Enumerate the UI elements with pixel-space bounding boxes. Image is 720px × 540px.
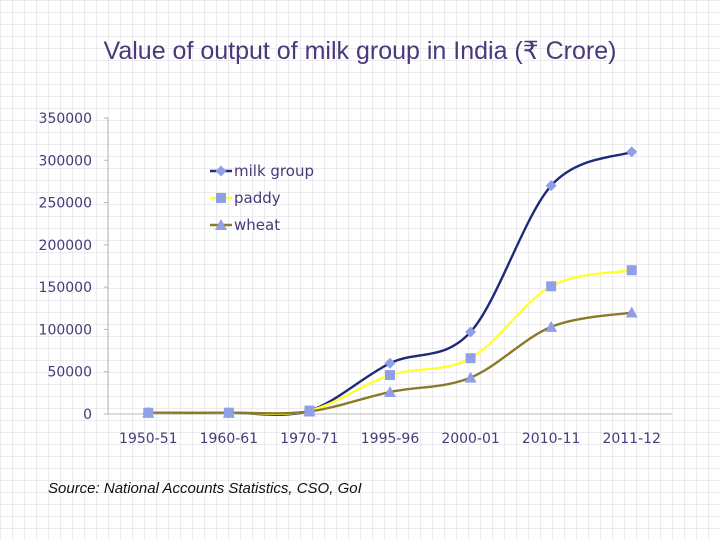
legend-item: milk group bbox=[210, 162, 314, 180]
data-point bbox=[625, 306, 638, 318]
y-tick-label: 0 bbox=[83, 407, 92, 423]
data-point bbox=[142, 406, 155, 418]
legend-marker bbox=[216, 193, 226, 203]
data-point bbox=[626, 146, 638, 158]
data-point bbox=[546, 281, 557, 292]
y-tick-label: 250000 bbox=[39, 196, 92, 212]
y-axis: 0 50000 100000 150000 200000 250000 300000 3500… bbox=[39, 111, 109, 423]
x-tick-label: 2011-12 bbox=[602, 431, 661, 447]
x-tick-label: 1970-71 bbox=[280, 431, 339, 447]
y-tick-label: 300000 bbox=[39, 153, 92, 169]
x-tick-label: 1960-61 bbox=[200, 431, 259, 447]
legend-marker bbox=[215, 165, 227, 177]
data-point bbox=[626, 265, 637, 276]
data-point bbox=[465, 353, 476, 364]
y-tick-label: 200000 bbox=[39, 238, 92, 254]
legend-label: milk group bbox=[234, 162, 314, 180]
data-point bbox=[384, 357, 396, 369]
legend-label: paddy bbox=[234, 189, 281, 207]
legend: milk group paddy wheat bbox=[210, 162, 314, 234]
x-tick-label: 2000-01 bbox=[441, 431, 500, 447]
y-tick-label: 350000 bbox=[39, 111, 92, 127]
legend-item: wheat bbox=[210, 216, 280, 234]
legend-label: wheat bbox=[234, 216, 280, 234]
slide-title: Value of output of milk group in India (… bbox=[103, 37, 617, 65]
data-point bbox=[465, 326, 477, 338]
data-point bbox=[545, 180, 557, 192]
legend-marker bbox=[215, 219, 227, 230]
x-axis: 1950-51 1960-61 1970-71 1995-96 2000-01 2010-… bbox=[108, 413, 672, 447]
data-point bbox=[545, 320, 558, 332]
data-point bbox=[303, 405, 316, 417]
data-point bbox=[222, 406, 235, 418]
x-tick-label: 1995-96 bbox=[361, 431, 420, 447]
y-tick-label: 100000 bbox=[39, 322, 92, 338]
data-point bbox=[464, 371, 477, 383]
x-tick-label: 2010-11 bbox=[522, 431, 581, 447]
data-point bbox=[385, 370, 395, 381]
x-tick-label: 1950-51 bbox=[119, 431, 178, 447]
y-tick-label: 50000 bbox=[47, 365, 92, 381]
data-point bbox=[384, 386, 396, 398]
series-layer bbox=[142, 146, 638, 419]
y-tick-label: 150000 bbox=[39, 280, 92, 296]
markers-wheat bbox=[142, 306, 638, 418]
legend-item: paddy bbox=[210, 189, 281, 207]
source-note: Source: National Accounts Statistics, CS… bbox=[48, 480, 362, 497]
